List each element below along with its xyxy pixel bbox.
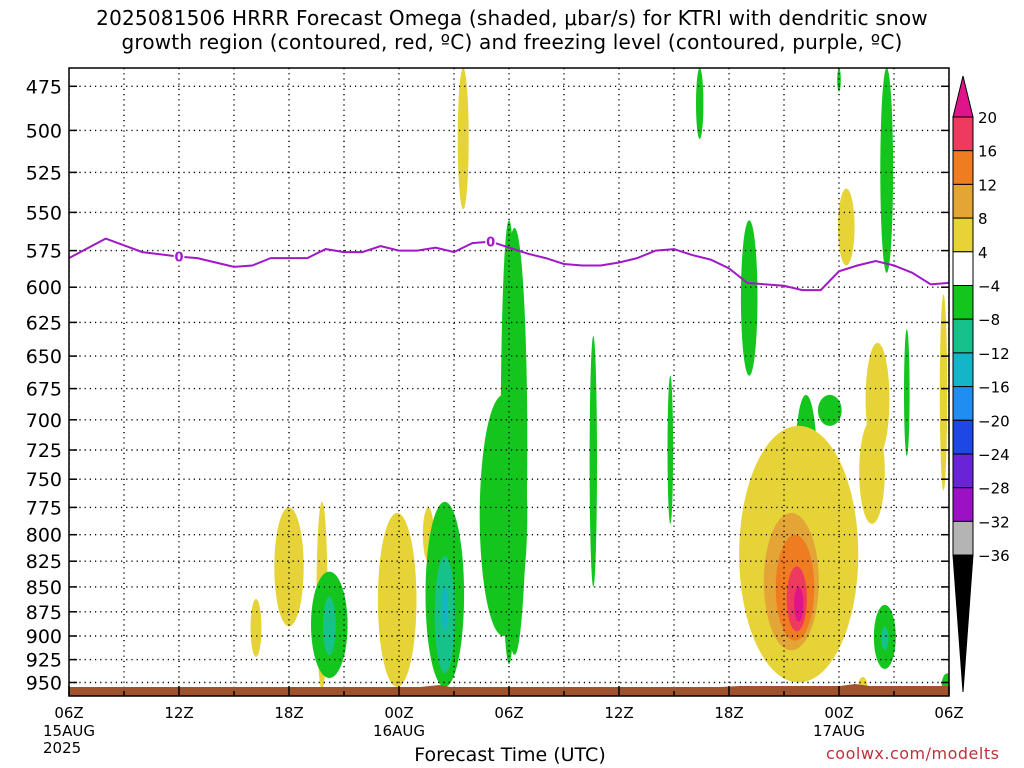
x-tick-label-2: 18Z [274, 704, 303, 722]
y-tick-label-11: 750 [26, 469, 62, 491]
y-tick-label-1: 500 [26, 120, 62, 142]
y-tick-label-0: 475 [26, 76, 62, 98]
freezing-level-line [69, 237, 949, 292]
chart-title-line-1: 2025081506 HRRR Forecast Omega (shaded, … [96, 6, 928, 30]
colorbar-segment-8 [952, 386, 974, 421]
freezing-level-label-1: 0 [486, 236, 495, 251]
omega-region-3 [880, 68, 894, 273]
colorbar-segment-2 [952, 183, 974, 219]
omega-region-36 [881, 626, 889, 651]
y-tick-label-12: 775 [26, 497, 62, 519]
colorbar-segment-0 [952, 116, 974, 152]
x-tick-sublabel-3-0: 16AUG [373, 722, 425, 740]
y-tick-label-3: 550 [26, 202, 62, 224]
omega-region-10 [667, 375, 674, 524]
chart-title-line-2: growth region (contoured, red, ºC) and f… [121, 30, 903, 54]
freezing-level-contour: 00 [69, 234, 949, 292]
x-tick-label-4: 06Z [494, 704, 523, 722]
omega-region-25 [274, 507, 304, 627]
x-tick-label-1: 12Z [164, 704, 193, 722]
colorbar-label-4: 4 [978, 244, 988, 262]
colorbar-label-8: −16 [978, 379, 1010, 397]
colorbar-label-6: −8 [978, 311, 1000, 329]
credit-link[interactable]: coolwx.com/modelts [826, 744, 1000, 763]
y-tick-label-18: 925 [26, 650, 62, 672]
colorbar-label-0: 20 [978, 109, 997, 127]
colorbar-bottom-cap [952, 554, 974, 693]
omega-region-1 [696, 68, 704, 139]
y-axis: 475 500 525 550 575 600 625 650 675 700 725 750 775 8… [26, 76, 949, 695]
colorbar-label-2: 12 [978, 176, 997, 194]
colorbar-segment-12 [952, 520, 974, 556]
x-tick-label-6: 18Z [714, 704, 743, 722]
colorbar-label-1: 16 [978, 143, 997, 161]
y-tick-label-9: 700 [26, 410, 62, 432]
y-tick-label-14: 825 [26, 551, 62, 573]
colorbar-segment-7 [952, 352, 974, 388]
grid [69, 68, 949, 696]
y-tick-label-8: 675 [26, 379, 62, 401]
omega-region-12 [859, 419, 885, 524]
colorbar-segment-9 [952, 419, 974, 455]
y-tick-label-4: 575 [26, 241, 62, 263]
colorbar-label-13: −36 [978, 547, 1010, 565]
colorbar-segment-6 [952, 318, 974, 354]
omega-region-23 [794, 586, 804, 622]
y-tick-label-17: 900 [26, 626, 62, 648]
freezing-level-label-0: 0 [174, 251, 183, 266]
colorbar: 20 16 12 8 4 −4 −8 −12 −16 −20 −24 −28 −32 −36 [952, 75, 1010, 693]
colorbar-label-3: 8 [978, 210, 988, 228]
colorbar-segment-10 [952, 453, 974, 489]
colorbar-label-10: −24 [978, 446, 1010, 464]
colorbar-label-5: −4 [978, 278, 1000, 296]
x-tick-label-0: 06Z [54, 704, 83, 722]
omega-shading [250, 68, 949, 696]
omega-region-26 [250, 599, 262, 657]
omega-region-9 [589, 336, 597, 587]
x-tick-label-3: 00Z [384, 704, 413, 722]
colorbar-segment-3 [952, 217, 974, 253]
colorbar-segment-4 [952, 251, 974, 287]
colorbar-segment-1 [952, 150, 974, 185]
omega-region-8 [479, 394, 528, 637]
y-tick-label-10: 725 [26, 440, 62, 462]
colorbar-label-12: −32 [978, 513, 1010, 531]
colorbar-label-7: −12 [978, 345, 1010, 363]
omega-region-28 [322, 596, 336, 655]
colorbar-label-9: −20 [978, 412, 1010, 430]
y-tick-label-15: 850 [26, 577, 62, 599]
omega-region-13 [904, 329, 910, 456]
y-tick-label-13: 800 [26, 525, 62, 547]
chart-title: 2025081506 HRRR Forecast Omega (shaded, … [0, 6, 1024, 54]
x-tick-label-5: 12Z [604, 704, 633, 722]
omega-region-17 [817, 394, 842, 426]
y-tick-label-16: 875 [26, 602, 62, 624]
y-tick-label-6: 625 [26, 312, 62, 334]
y-tick-label-7: 650 [26, 346, 62, 368]
colorbar-top-cap [952, 75, 974, 118]
colorbar-segment-5 [952, 285, 974, 320]
colorbar-label-11: −28 [978, 480, 1010, 498]
x-tick-sublabel-7-0: 17AUG [813, 722, 865, 740]
omega-region-0 [457, 68, 469, 210]
y-tick-label-2: 525 [26, 162, 62, 184]
x-tick-sublabel-0-0: 15AUG [43, 722, 95, 740]
x-axis-label: Forecast Time (UTC) [414, 744, 606, 766]
omega-region-34 [442, 586, 448, 632]
y-tick-label-19: 950 [26, 673, 62, 695]
x-tick-label-8: 06Z [934, 704, 963, 722]
omega-region-4 [838, 188, 855, 266]
omega-region-2 [837, 68, 841, 92]
colorbar-segment-11 [952, 487, 974, 522]
y-tick-label-5: 600 [26, 277, 62, 299]
omega-region-14 [939, 294, 948, 491]
x-tick-label-7: 00Z [824, 704, 853, 722]
x-tick-sublabel-0-1: 2025 [43, 739, 81, 757]
omega-region-5 [740, 220, 758, 376]
